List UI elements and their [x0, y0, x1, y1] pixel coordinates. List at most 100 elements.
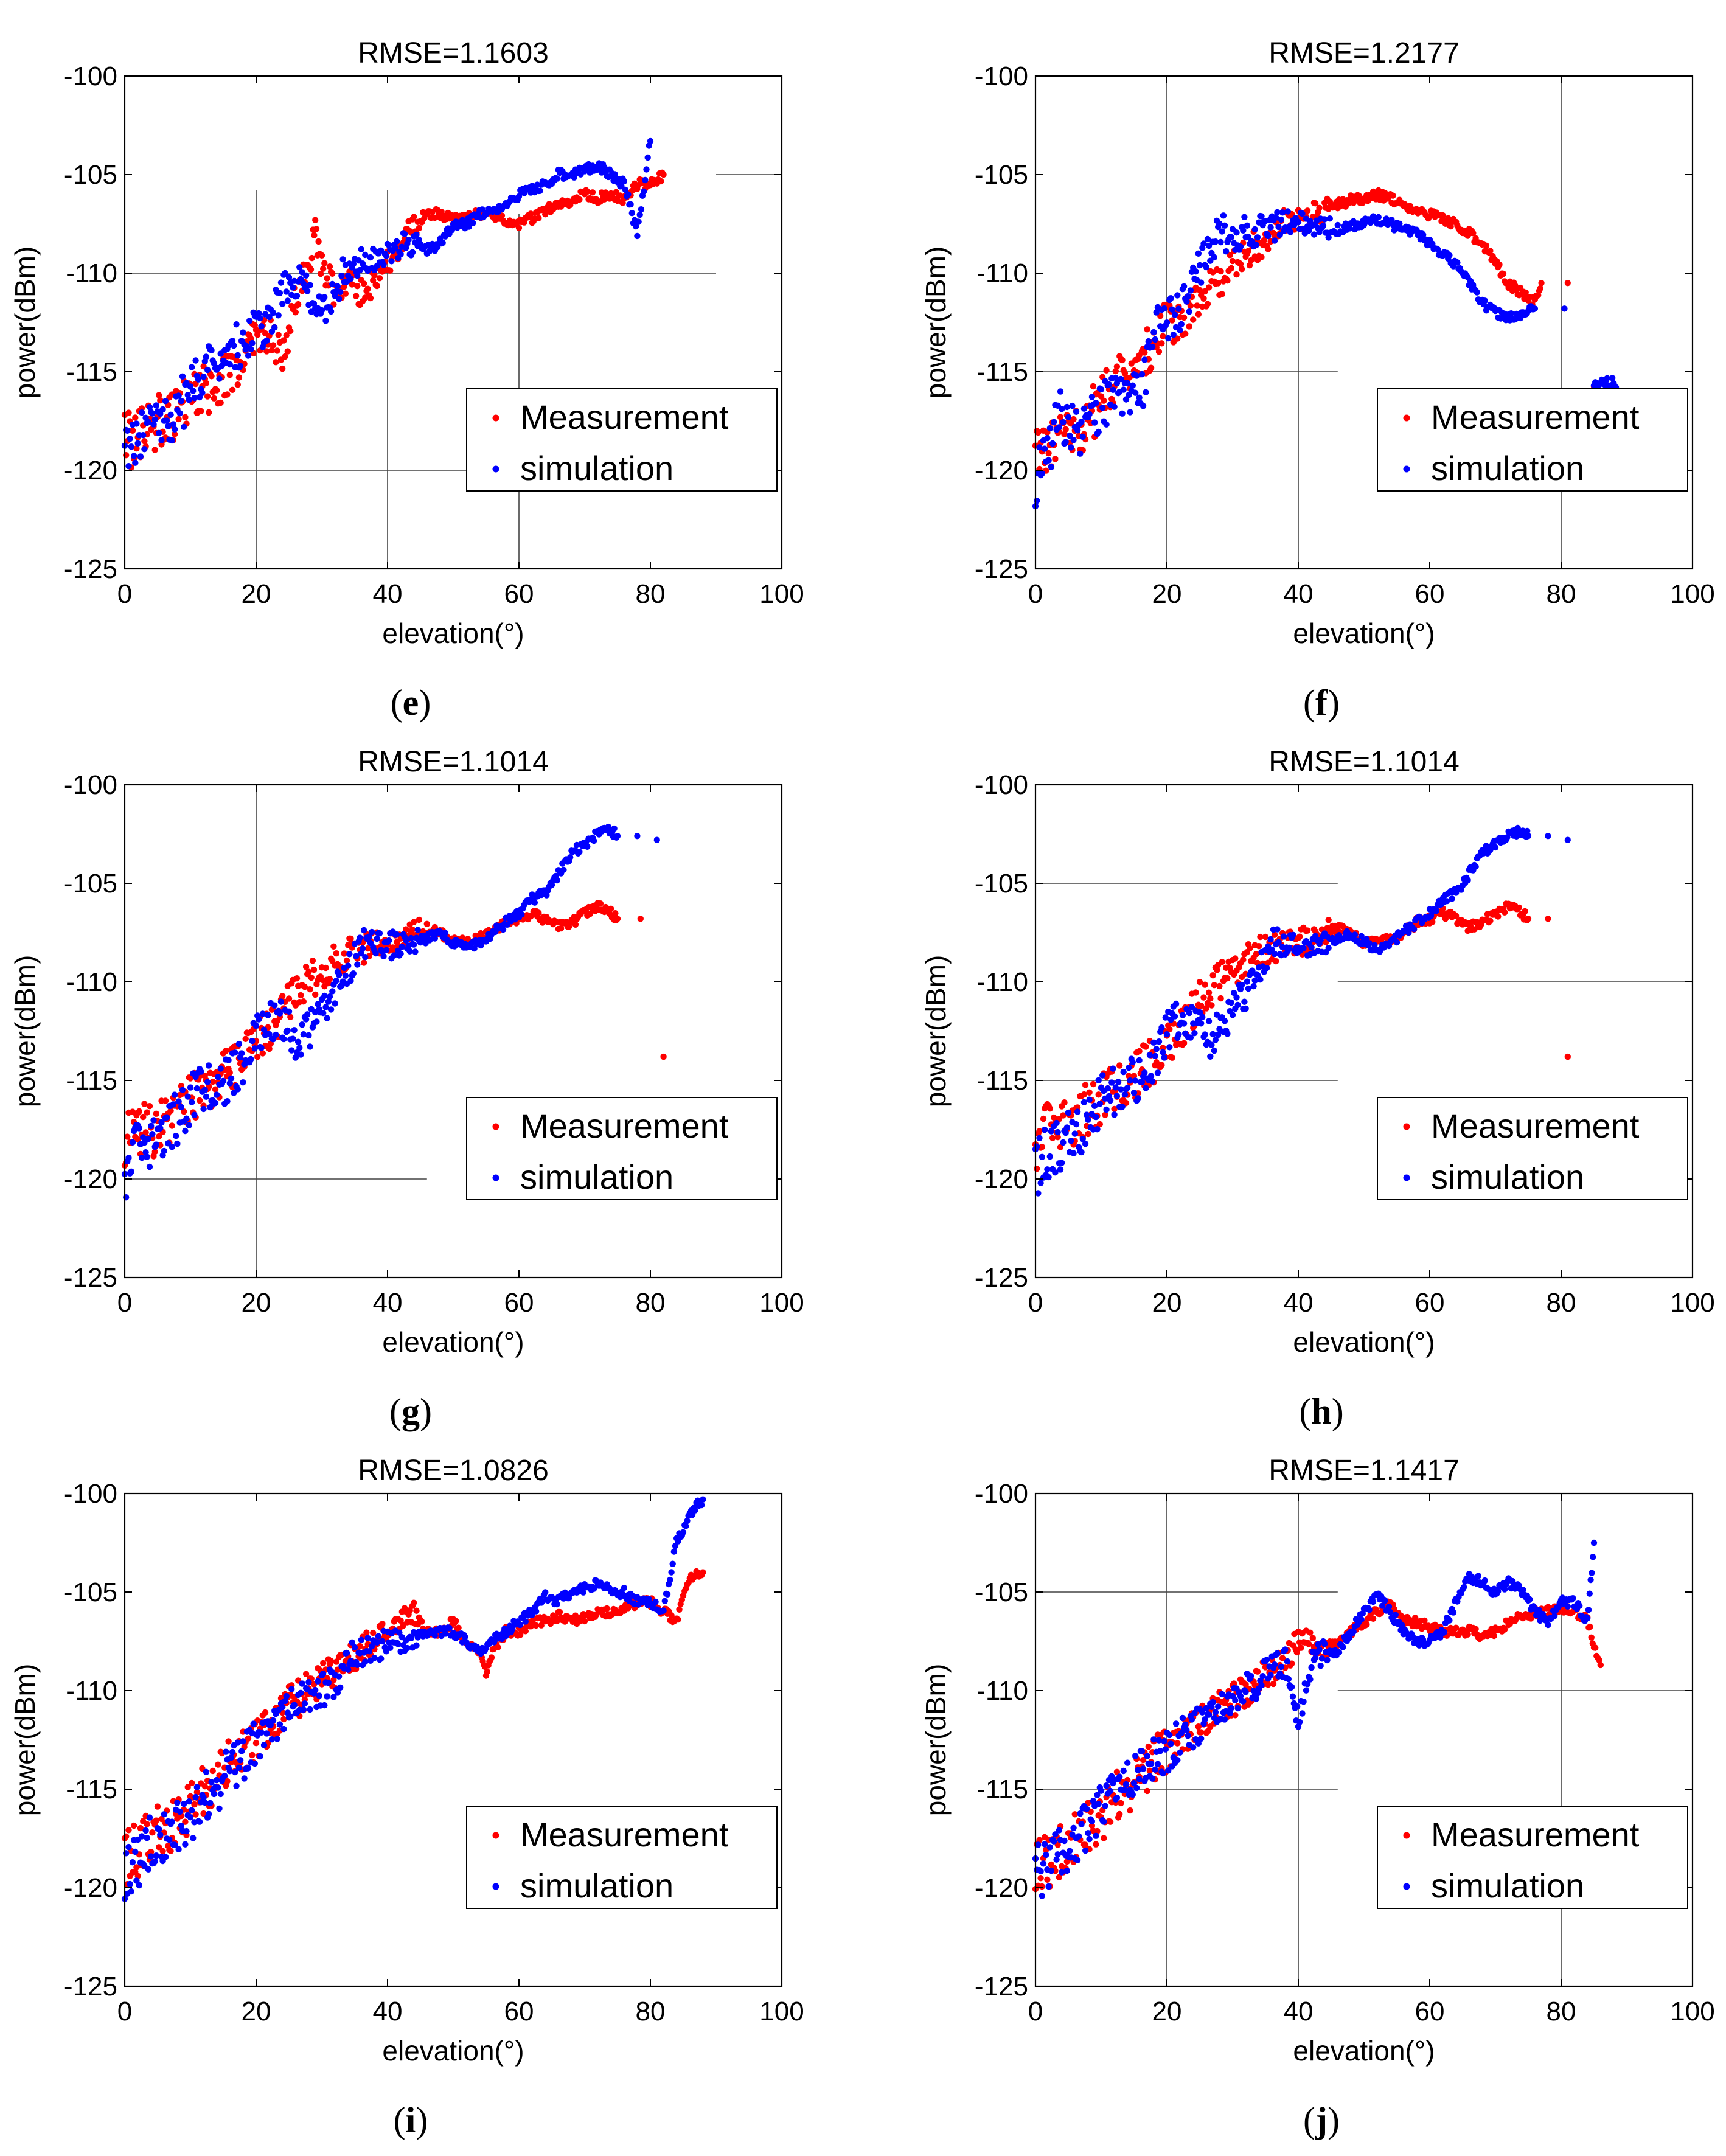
data-point [329, 270, 336, 277]
data-point [1036, 1135, 1043, 1142]
y-axis-label: power(dBm) [920, 246, 952, 399]
data-point [307, 1043, 313, 1050]
data-point [1251, 226, 1258, 233]
data-point [1129, 1791, 1136, 1798]
data-point [214, 1091, 220, 1098]
data-point [614, 916, 621, 922]
data-point [228, 1075, 235, 1082]
data-point [1483, 242, 1490, 249]
data-point [1271, 237, 1278, 244]
data-point [1166, 1731, 1173, 1739]
data-point [158, 1815, 165, 1823]
data-point [1248, 1672, 1254, 1680]
data-point [140, 1113, 147, 1121]
data-point [621, 178, 627, 185]
data-point [1275, 939, 1282, 946]
data-point [305, 1032, 312, 1039]
data-point [256, 1016, 262, 1023]
data-point [169, 1818, 175, 1825]
data-point [254, 1054, 261, 1060]
chart-title: RMSE=1.2177 [1268, 37, 1460, 69]
axes-frame [124, 75, 783, 570]
data-point [279, 993, 286, 1000]
data-point [641, 188, 647, 195]
data-point [229, 338, 236, 344]
data-point [321, 260, 328, 266]
data-point [1070, 416, 1077, 423]
legend-label: simulation [1431, 449, 1584, 487]
data-point [167, 1107, 174, 1115]
data-point [1217, 995, 1224, 1002]
y-tick-label: -100 [64, 1479, 117, 1509]
data-point [1166, 1026, 1173, 1033]
data-point [141, 446, 148, 453]
data-point [308, 974, 315, 981]
data-point [1118, 375, 1124, 383]
data-point [360, 280, 367, 287]
data-point [315, 238, 322, 245]
data-point [658, 178, 664, 185]
data-point [235, 1764, 243, 1771]
y-tick-label: -100 [975, 770, 1028, 800]
data-point [156, 1844, 162, 1851]
data-point [138, 409, 145, 416]
data-point [1245, 985, 1252, 992]
chart-panel-i: 0 20 40 60 80 100-125-120-115-110-105-100RMSE… [9, 1455, 804, 2140]
data-point [320, 265, 327, 272]
data-point [208, 347, 215, 353]
data-point [1080, 1091, 1088, 1098]
data-point [176, 1808, 183, 1815]
data-point [366, 933, 372, 940]
data-point [1115, 1079, 1122, 1085]
data-point [1487, 248, 1494, 254]
data-point [488, 1654, 495, 1661]
data-point [124, 427, 131, 434]
data-point [647, 137, 654, 145]
data-point [391, 952, 397, 959]
data-point [215, 1074, 221, 1080]
data-point [1172, 1720, 1180, 1727]
data-point [146, 1814, 153, 1821]
data-point [1219, 959, 1225, 965]
legend-marker [1403, 465, 1410, 473]
data-point [1036, 1128, 1043, 1135]
data-point [307, 986, 313, 993]
data-point [293, 975, 301, 982]
data-point [1246, 262, 1253, 269]
data-point [266, 1045, 273, 1052]
data-point [1078, 419, 1085, 425]
data-point [165, 423, 172, 429]
data-point [201, 1087, 208, 1093]
data-point [414, 927, 421, 933]
data-point [1317, 1663, 1324, 1669]
data-point [159, 1848, 166, 1855]
data-point [1074, 1857, 1081, 1863]
data-point [1136, 1057, 1143, 1064]
data-point [161, 1147, 167, 1155]
data-point [190, 388, 197, 394]
data-point [1196, 262, 1203, 269]
x-tick-label: 60 [504, 1997, 534, 2026]
x-tick-label: 100 [759, 579, 804, 609]
chart-title: RMSE=1.1014 [1268, 746, 1460, 778]
data-point [1077, 450, 1084, 457]
data-point [1086, 411, 1093, 418]
data-point [1198, 1003, 1205, 1009]
data-point [1228, 234, 1235, 241]
data-point [1052, 456, 1059, 462]
data-point [248, 346, 254, 353]
data-point [1308, 944, 1315, 951]
data-point [1240, 1698, 1247, 1705]
data-point [171, 426, 178, 433]
data-point [209, 1767, 216, 1775]
data-point [1186, 1009, 1192, 1017]
data-point [327, 308, 335, 315]
data-point [206, 1810, 212, 1818]
data-point [1209, 1699, 1216, 1706]
data-point [1162, 1746, 1169, 1753]
data-point [1124, 380, 1131, 387]
data-point [1524, 827, 1531, 835]
